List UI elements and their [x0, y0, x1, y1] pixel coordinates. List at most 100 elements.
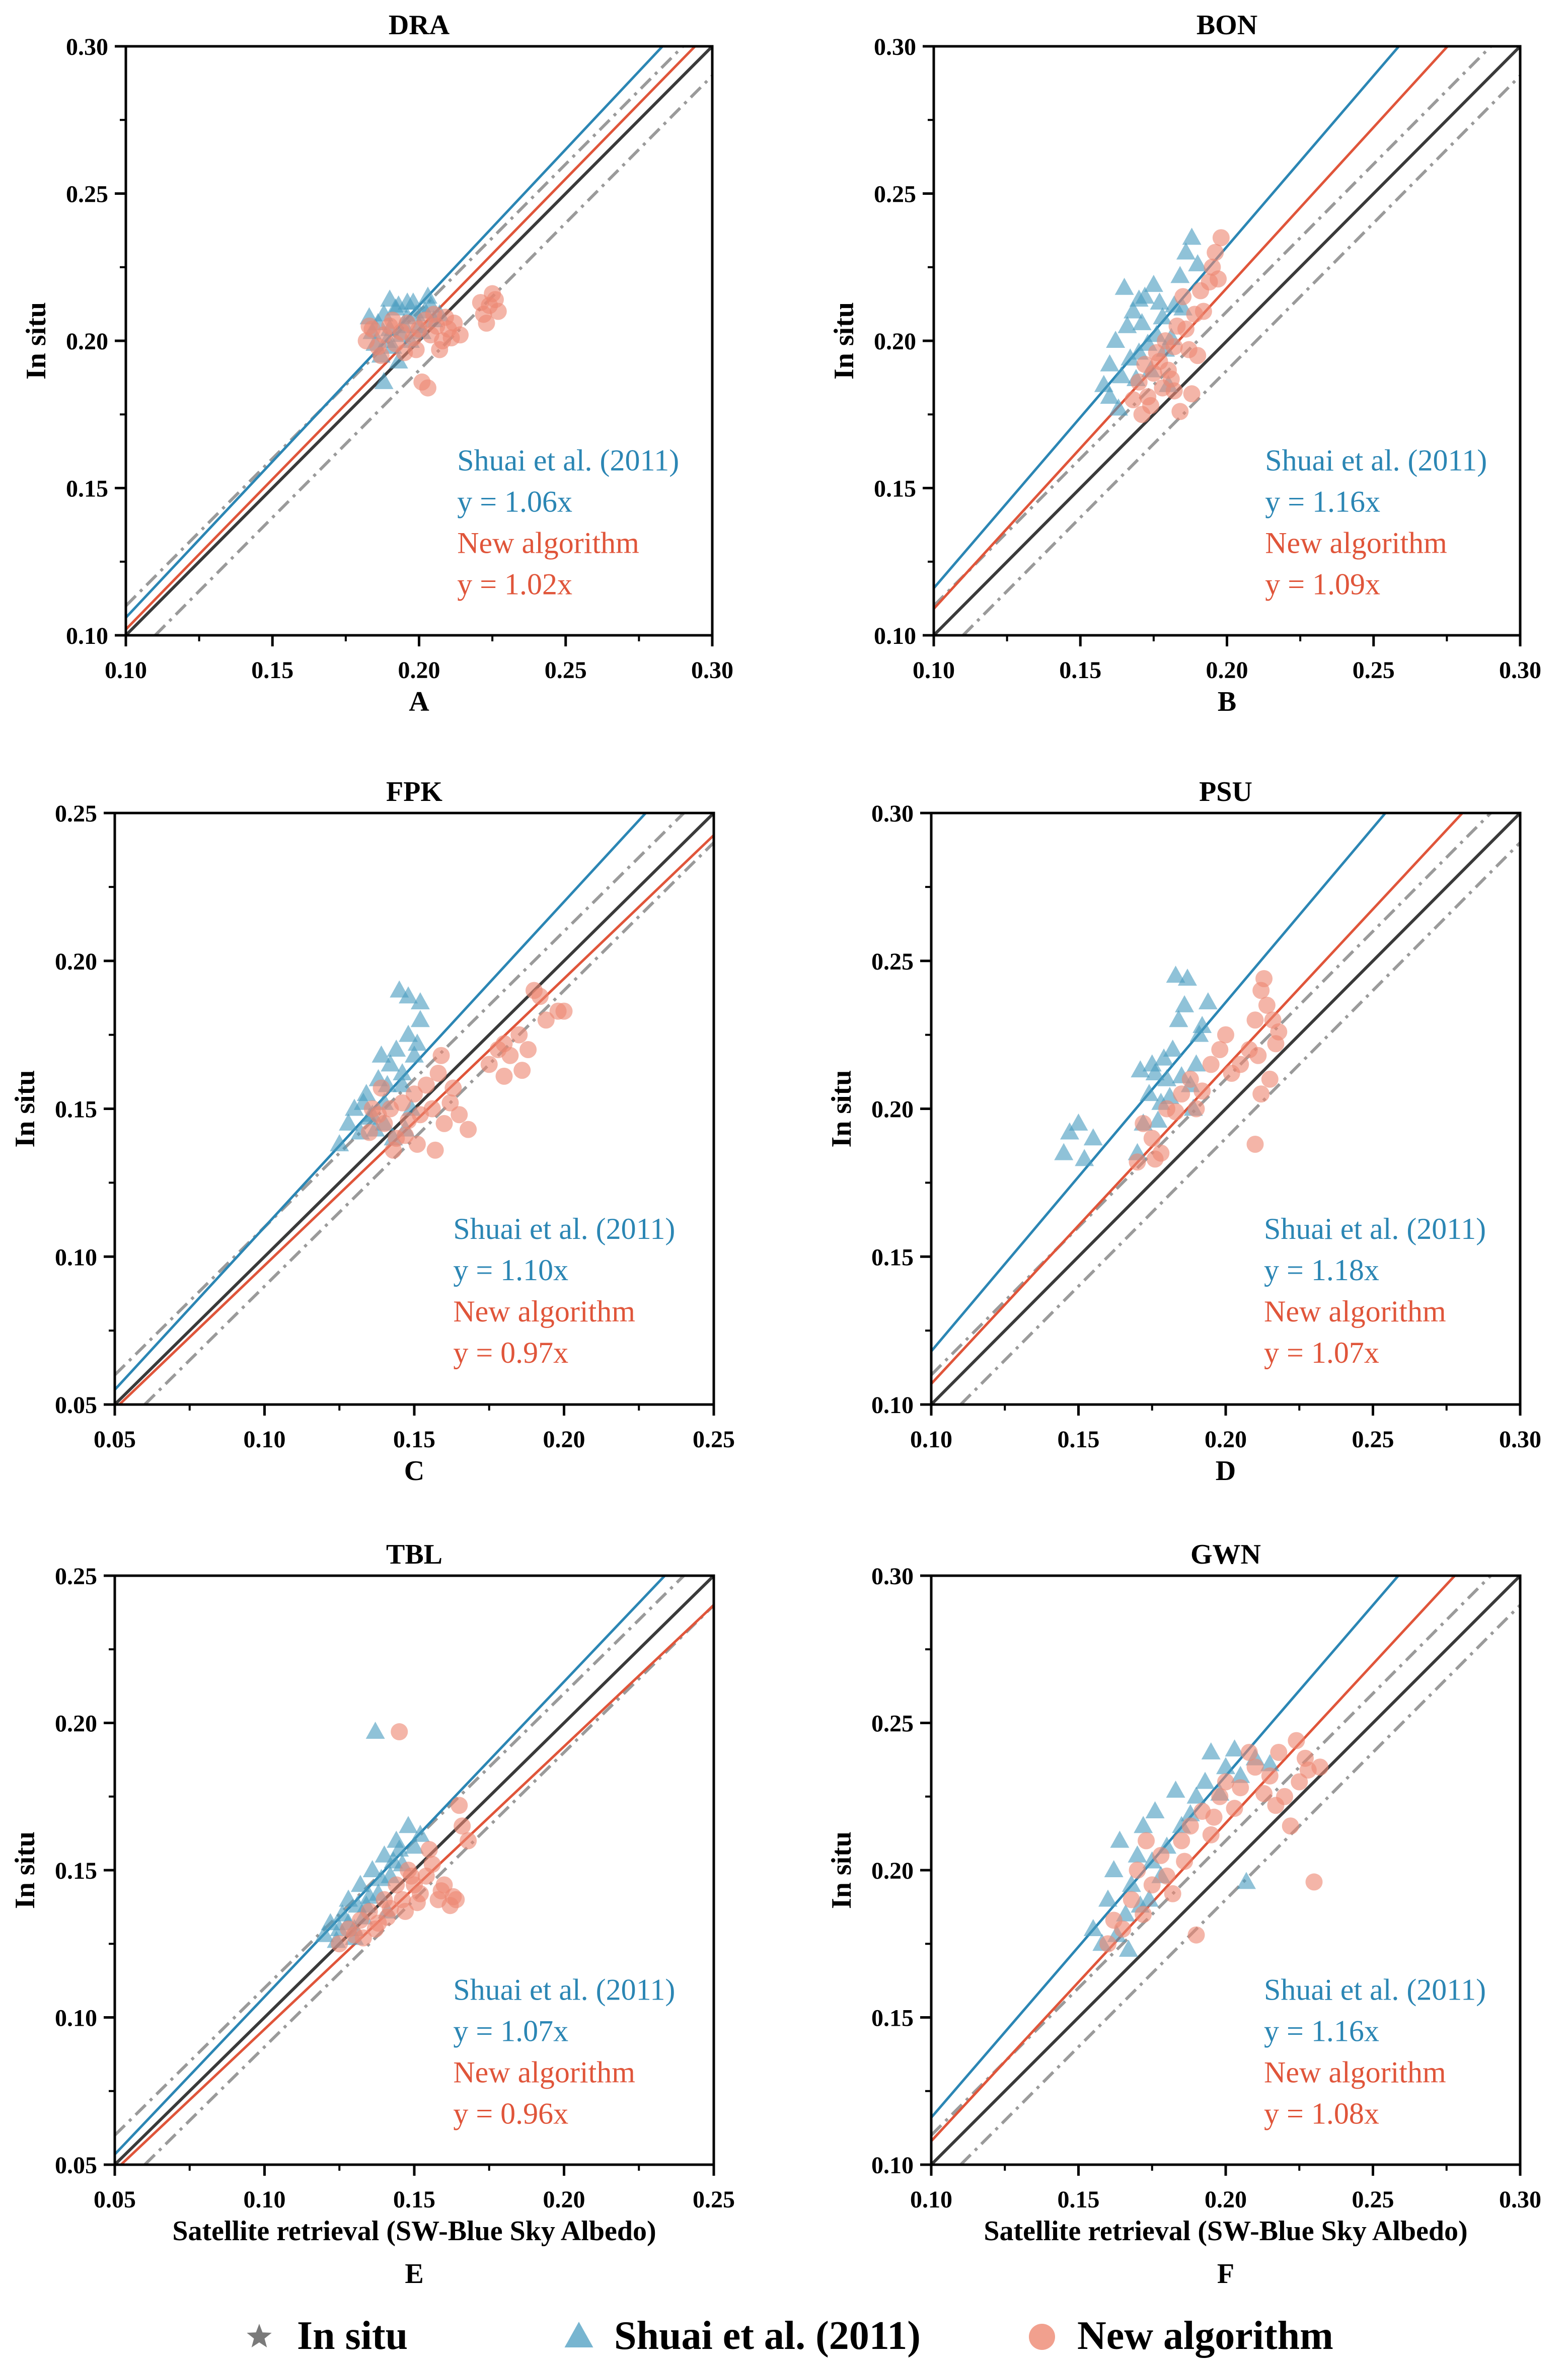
y-tick-label: 0.10	[874, 623, 916, 649]
panel-label: B	[1218, 686, 1236, 717]
data-point-new-algorithm	[1217, 1026, 1234, 1044]
x-tick-label: 0.10	[105, 657, 147, 684]
data-point-shuai	[405, 1045, 424, 1063]
data-point-shuai	[1106, 331, 1126, 348]
panel-c: 0.05 0.05 0.10 0.10 0.15 0.15 0.20 0.20 0.25 0.25…	[10, 776, 735, 1487]
data-point-shuai	[374, 372, 394, 389]
data-point-shuai	[1186, 1786, 1206, 1804]
data-point-new-algorithm	[1180, 341, 1198, 358]
annotation-new-equation: y = 0.97x	[453, 1336, 568, 1369]
y-tick-label: 0.25	[871, 1711, 914, 1737]
x-tick-label: 0.20	[543, 2186, 585, 2213]
x-axis-label: Satellite retrieval (SW-Blue Sky Albedo)	[172, 2216, 656, 2247]
data-point-new-algorithm	[1151, 352, 1168, 370]
x-tick-label: 0.20	[1205, 2186, 1247, 2213]
annotation-new-name: New algorithm	[457, 526, 639, 559]
data-point-new-algorithm	[1157, 332, 1174, 349]
legend-label-in-situ: In situ	[297, 2314, 408, 2358]
y-axis-label: In situ	[21, 302, 52, 380]
data-point-new-algorithm	[1181, 1817, 1199, 1835]
annotation-new-equation: y = 1.02x	[457, 567, 572, 601]
legend-circle-marker	[1029, 2324, 1055, 2350]
data-point-shuai	[1260, 1754, 1280, 1772]
data-point-shuai	[1118, 1939, 1138, 1957]
data-point-shuai	[407, 1034, 427, 1051]
x-tick-label: 0.15	[251, 657, 293, 684]
data-point-shuai	[371, 1045, 391, 1063]
y-tick-label: 0.15	[55, 1096, 97, 1123]
x-tick-label: 0.20	[543, 1426, 585, 1453]
series-new-algorithm	[1125, 229, 1230, 423]
data-point-new-algorithm	[1105, 1911, 1123, 1929]
data-point-new-algorithm	[1282, 1817, 1299, 1835]
data-point-new-algorithm	[1130, 373, 1148, 391]
plot-area	[931, 1576, 1520, 2165]
band-line-lower	[143, 841, 714, 1405]
data-point-shuai	[381, 1054, 400, 1072]
y-tick-label: 0.25	[55, 800, 97, 827]
data-point-new-algorithm	[423, 1100, 441, 1118]
data-point-new-algorithm	[513, 1062, 531, 1079]
data-point-new-algorithm	[1296, 1749, 1314, 1767]
data-point-new-algorithm	[451, 1106, 468, 1124]
identity-line	[931, 813, 1520, 1405]
data-point-new-algorithm	[1311, 1758, 1329, 1776]
data-point-shuai	[1132, 313, 1152, 330]
data-point-shuai	[1060, 1122, 1079, 1140]
legend-star-marker	[247, 2324, 272, 2347]
data-point-shuai	[330, 1134, 349, 1151]
data-point-shuai	[398, 292, 417, 310]
data-point-shuai	[1186, 1054, 1206, 1072]
data-point-shuai	[1198, 992, 1218, 1009]
x-tick-label: 0.25	[1352, 2186, 1394, 2213]
data-point-new-algorithm	[1288, 1732, 1305, 1749]
data-point-shuai	[390, 1839, 409, 1857]
y-tick-label: 0.15	[874, 476, 916, 502]
annotation-new-equation: y = 1.07x	[1264, 1336, 1379, 1369]
x-tick-label: 0.15	[393, 2186, 435, 2213]
data-point-shuai	[399, 1816, 418, 1833]
data-point-new-algorithm	[1135, 1115, 1152, 1132]
y-tick-label: 0.10	[66, 623, 108, 649]
annotation-new-name: New algorithm	[1264, 1295, 1446, 1328]
data-point-shuai	[389, 351, 408, 368]
data-point-shuai	[1153, 307, 1172, 325]
data-point-new-algorithm	[537, 1011, 555, 1029]
data-point-new-algorithm	[489, 303, 507, 320]
y-tick-label: 0.10	[871, 1392, 914, 1419]
data-point-shuai	[375, 1845, 394, 1863]
data-point-shuai	[1163, 1040, 1182, 1057]
plot-area	[126, 46, 712, 635]
data-point-shuai	[1154, 1048, 1174, 1066]
data-point-new-algorithm	[451, 1797, 468, 1814]
data-point-shuai	[1129, 342, 1149, 360]
data-point-shuai	[315, 1925, 334, 1942]
data-point-shuai	[1131, 1060, 1150, 1078]
data-point-new-algorithm	[442, 329, 460, 347]
data-point-new-algorithm	[1173, 1085, 1190, 1103]
data-point-shuai	[393, 1075, 412, 1092]
annotation-shuai-name: Shuai et al. (2011)	[1264, 1212, 1486, 1245]
data-point-shuai	[1098, 1889, 1117, 1907]
data-point-new-algorithm	[1252, 1085, 1270, 1103]
data-point-new-algorithm	[1258, 996, 1276, 1014]
figure-legend: In situ Shuai et al. (2011) New algorith…	[247, 2314, 1333, 2358]
data-point-shuai	[1100, 387, 1119, 404]
data-point-new-algorithm	[1192, 282, 1210, 300]
data-point-new-algorithm	[1187, 1100, 1205, 1118]
data-point-shuai	[1117, 316, 1137, 333]
data-point-new-algorithm	[1249, 1047, 1267, 1064]
data-point-new-algorithm	[441, 1094, 459, 1112]
data-point-new-algorithm	[1164, 1885, 1181, 1902]
data-point-new-algorithm	[1261, 1767, 1279, 1785]
x-tick-label: 0.15	[1058, 1426, 1100, 1453]
data-point-shuai	[1142, 1851, 1162, 1869]
panel-b: 0.10 0.10 0.15 0.15 0.20 0.20 0.25 0.25 0.30 0.30…	[829, 10, 1541, 717]
data-point-shuai	[1180, 1804, 1200, 1821]
data-point-new-algorithm	[394, 1094, 411, 1112]
data-point-new-algorithm	[420, 1841, 438, 1859]
data-point-new-algorithm	[1181, 1070, 1199, 1088]
data-point-new-algorithm	[1138, 1832, 1155, 1850]
y-tick-label: 0.25	[874, 181, 916, 208]
data-point-shuai	[1160, 1087, 1179, 1104]
